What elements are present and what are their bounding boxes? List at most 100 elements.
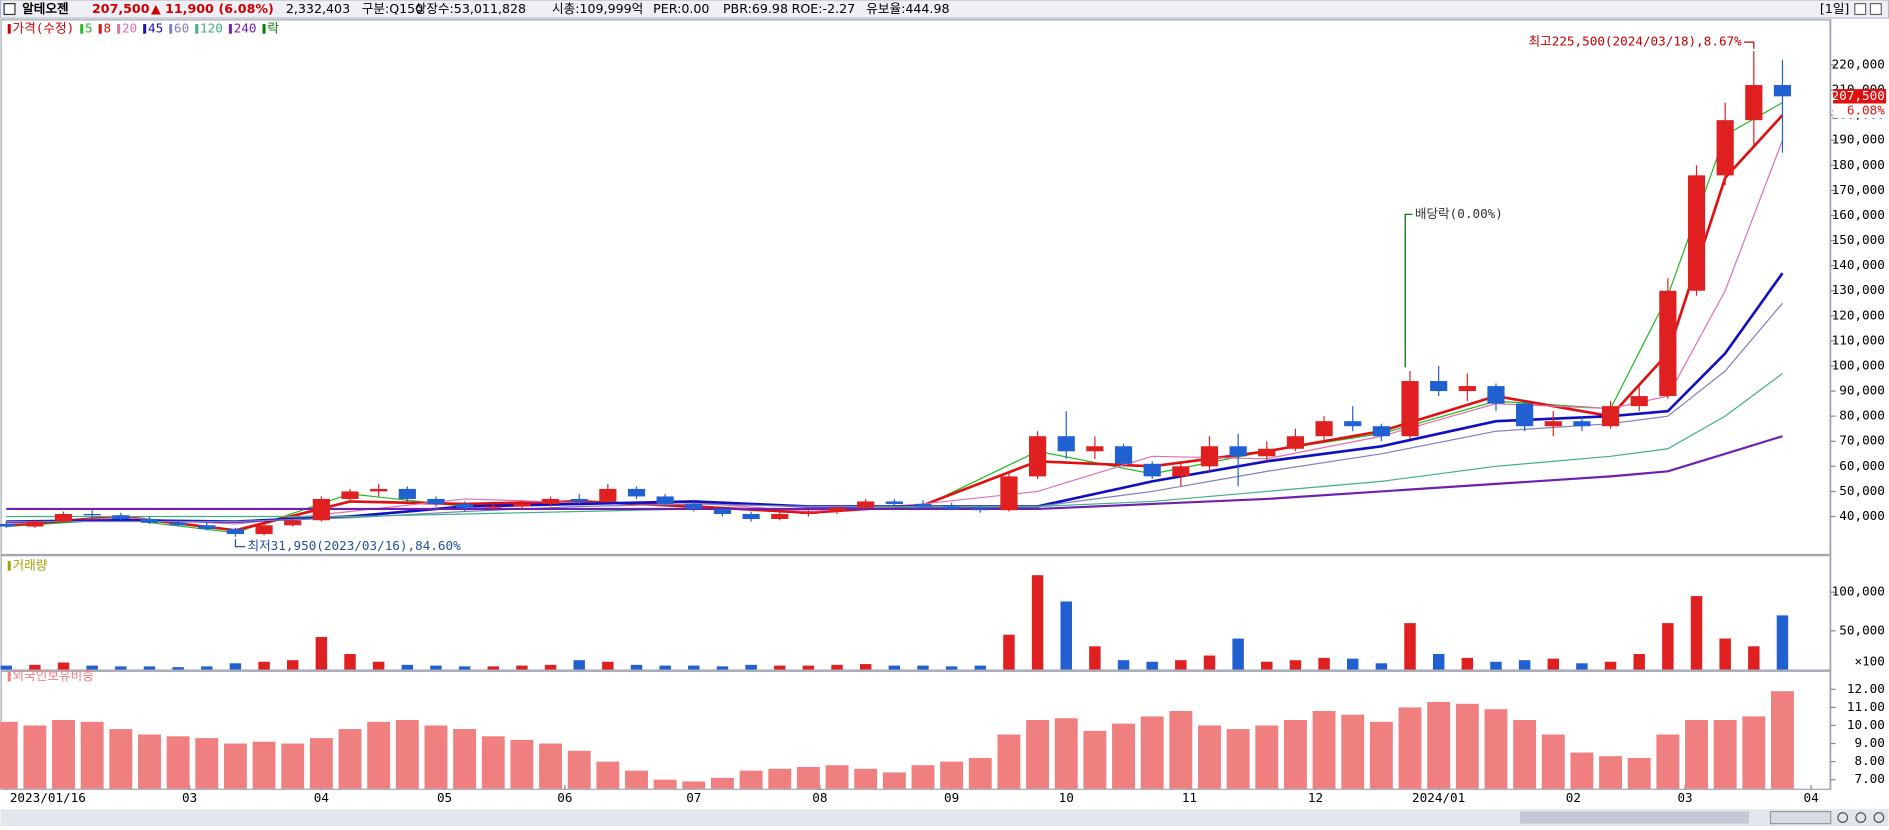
x-tick-label: 07	[686, 790, 701, 805]
candle-body	[1716, 120, 1734, 176]
candle-body	[1401, 381, 1419, 437]
candle-body	[885, 501, 903, 504]
zoom-reset[interactable]	[1873, 812, 1885, 823]
candle-body	[284, 520, 302, 526]
bar	[1547, 658, 1559, 670]
window-button[interactable]	[1854, 3, 1867, 16]
bar	[401, 664, 414, 670]
bar	[1318, 657, 1330, 670]
bar	[481, 736, 505, 789]
y-tick-label: 130,000	[1832, 282, 1885, 297]
y-tick-label: 7.00	[1854, 771, 1884, 786]
bar	[630, 664, 643, 670]
candle-body	[971, 508, 989, 511]
bar	[974, 665, 987, 670]
candle-body	[570, 498, 588, 502]
legend-label: 가격(수정)	[13, 20, 75, 35]
bar	[1369, 721, 1393, 789]
y-tick-label: 8.00	[1854, 753, 1884, 768]
close-button[interactable]	[1869, 3, 1882, 16]
bar	[573, 660, 585, 670]
zoom-in[interactable]	[1855, 812, 1867, 823]
x-tick-label: 06	[557, 790, 572, 805]
y-tick-label: 120,000	[1832, 307, 1885, 322]
annotation-dividend: 배당락(0.00%)	[1415, 206, 1503, 221]
bar	[258, 661, 270, 670]
x-tick-label: 05	[437, 790, 452, 805]
candle-body	[1544, 421, 1562, 427]
legend-label: 8	[103, 20, 111, 35]
bar	[1169, 711, 1193, 789]
candle-body	[1458, 386, 1476, 392]
y-tick-label: 12.00	[1847, 681, 1885, 696]
bar	[1089, 646, 1101, 670]
legend-swatch	[117, 24, 121, 34]
candle-body	[1028, 436, 1047, 477]
bar	[1576, 663, 1588, 670]
bar	[716, 666, 729, 670]
bar	[195, 738, 219, 789]
bar	[1341, 714, 1365, 789]
legend-swatch	[169, 24, 173, 34]
candle-body	[513, 503, 531, 507]
bar	[0, 665, 12, 670]
scrollbar	[0, 809, 1889, 826]
y-tick-label: 160,000	[1832, 207, 1885, 222]
legend-swatch	[7, 561, 11, 571]
x-tick-label: 08	[812, 790, 827, 805]
bar	[424, 725, 448, 789]
bar	[1490, 661, 1502, 670]
candle-body	[828, 507, 846, 512]
market-cap: 시총:109,999억	[552, 1, 643, 16]
candle-body	[140, 519, 159, 523]
y-tick-label: 90,000	[1839, 383, 1885, 398]
scroll-track[interactable]	[0, 809, 1889, 826]
y-tick-label: 100,000	[1832, 584, 1885, 599]
x-tick-label: 04	[1804, 790, 1819, 805]
bar	[143, 666, 156, 670]
candle-body	[1573, 421, 1591, 427]
candle-body	[54, 513, 73, 522]
candle-body	[1601, 406, 1620, 427]
bar	[768, 768, 792, 789]
candle-body	[914, 503, 932, 507]
bar	[1375, 663, 1388, 670]
bar	[1054, 718, 1078, 789]
bar	[1226, 729, 1250, 789]
candle-body	[1773, 85, 1792, 97]
candle-body	[685, 503, 703, 509]
checkbox[interactable]	[3, 3, 16, 16]
zoom-out[interactable]	[1837, 812, 1849, 823]
bar	[1140, 716, 1164, 789]
candle-body	[255, 525, 273, 535]
bar	[825, 765, 849, 789]
legend-label: 120	[200, 20, 223, 35]
zoom-slider[interactable]	[1769, 810, 1832, 825]
unit-label: ×100	[1854, 654, 1884, 669]
bar	[940, 761, 964, 789]
y-tick-label: 140,000	[1832, 257, 1885, 272]
price: 207,500	[92, 1, 150, 16]
candle-body	[1745, 85, 1763, 121]
candle-body	[1200, 446, 1219, 467]
bar	[774, 665, 786, 670]
legend-label: 60	[174, 20, 189, 35]
bar	[882, 772, 906, 789]
candle-body	[398, 488, 416, 499]
x-tick-label: 04	[314, 790, 329, 805]
bar	[201, 666, 213, 670]
period[interactable]: [1일]	[1820, 1, 1850, 16]
x-tick-label: 2024/01	[1412, 790, 1465, 805]
y-tick-label: 190,000	[1832, 132, 1885, 147]
bar	[281, 743, 305, 789]
bar	[166, 736, 190, 789]
candle-body	[771, 513, 789, 520]
candle-body	[26, 521, 44, 527]
bar	[1112, 723, 1135, 789]
bar	[23, 725, 47, 789]
bar	[710, 777, 734, 789]
bar	[625, 770, 648, 789]
bar	[682, 781, 706, 789]
scroll-thumb[interactable]	[1520, 811, 1749, 824]
